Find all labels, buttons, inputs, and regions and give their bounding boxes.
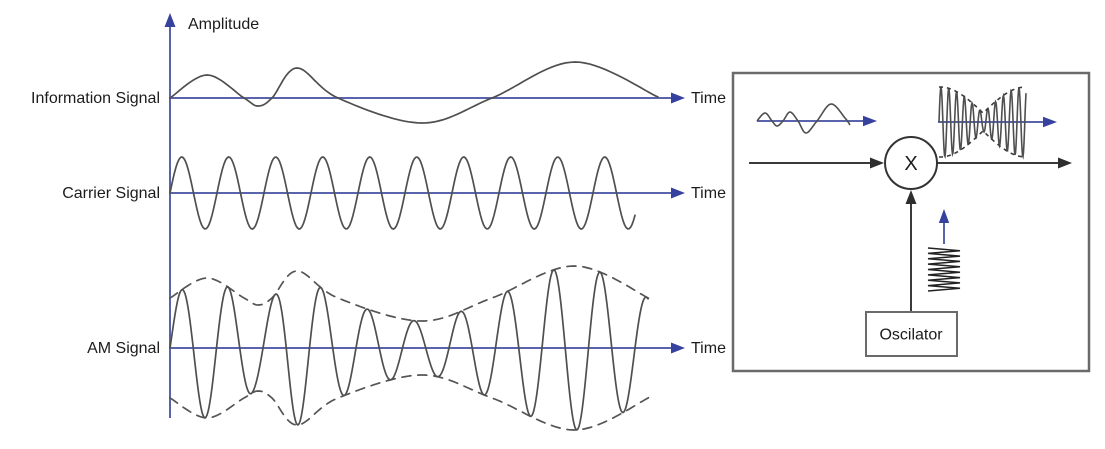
oscillator-box <box>865 311 958 357</box>
amplitude-label: Amplitude <box>188 16 259 33</box>
am-envelope-bottom <box>169 374 653 431</box>
up-arrowhead-icon <box>938 209 950 223</box>
right-arrowhead-icon <box>870 157 884 169</box>
mini-info-wave <box>756 103 851 134</box>
mixer-circle <box>884 136 938 190</box>
right-arrowhead-icon <box>863 115 877 127</box>
right-arrowhead-icon <box>671 187 685 199</box>
up-arrowhead-icon <box>905 190 917 204</box>
am-signal-wave <box>169 268 649 431</box>
time-label-2: Time <box>691 185 726 202</box>
information-signal-wave <box>169 61 659 124</box>
mini-carrier-icon <box>927 209 961 292</box>
carrier-signal-row: Carrier Signal Time <box>62 156 726 230</box>
carrier-signal-wave <box>169 156 636 230</box>
right-arrowhead-icon <box>671 342 685 354</box>
diagram-frame <box>731 71 1091 373</box>
oscillator-label: Oscilator <box>879 327 943 344</box>
mini-am-wave <box>938 86 1027 160</box>
mini-information-signal-icon <box>756 103 877 134</box>
information-signal-label: Information Signal <box>31 90 160 107</box>
carrier-coil-glyph <box>927 247 961 292</box>
information-signal-row: Information Signal Time <box>31 61 726 124</box>
amplitude-axis <box>164 13 176 418</box>
mini-am-envelope-top <box>939 86 1026 115</box>
right-arrowhead-icon <box>1058 157 1072 169</box>
up-arrowhead-icon <box>164 13 176 27</box>
right-arrowhead-icon <box>671 92 685 104</box>
am-signal-row: AM Signal Time <box>87 265 726 431</box>
mixer-label: X <box>904 153 917 175</box>
right-arrowhead-icon <box>1043 116 1057 128</box>
time-label-3: Time <box>691 340 726 357</box>
mini-am-signal-icon <box>938 86 1057 160</box>
am-envelope-top <box>169 265 653 322</box>
time-label-1: Time <box>691 90 726 107</box>
modulator-block-diagram: X Oscilator <box>731 71 1091 373</box>
am-signal-label: AM Signal <box>87 340 160 357</box>
mini-am-envelope-bottom <box>939 129 1026 158</box>
carrier-signal-label: Carrier Signal <box>62 185 160 202</box>
